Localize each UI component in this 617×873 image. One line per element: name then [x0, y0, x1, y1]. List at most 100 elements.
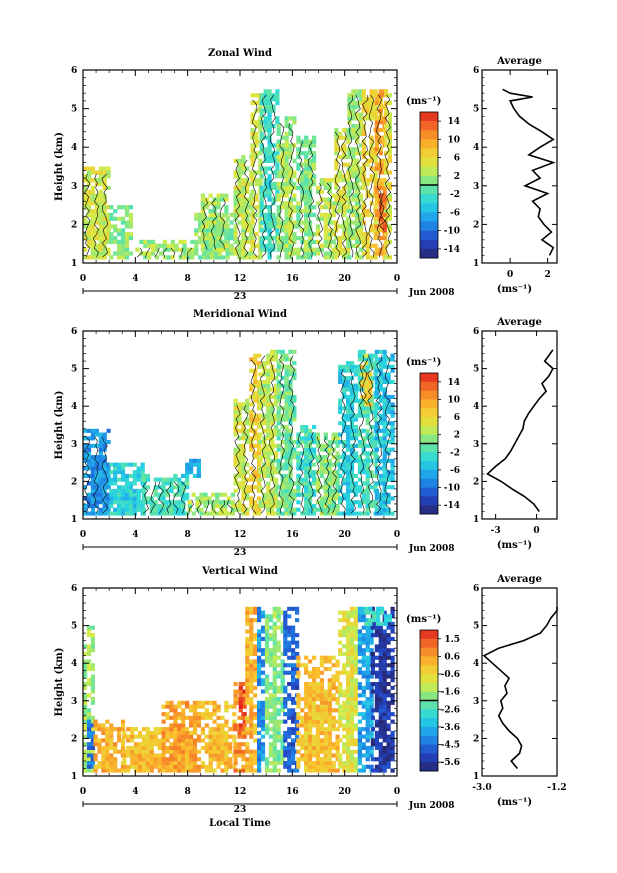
heatmap-cell: [280, 247, 285, 252]
heatmap-cell: [374, 93, 379, 98]
heatmap-cell: [387, 147, 392, 152]
heatmap-cell: [338, 201, 343, 206]
heatmap-cell: [274, 402, 279, 407]
heatmap-cell: [128, 473, 133, 478]
heatmap-cell: [323, 236, 328, 241]
heatmap-cell: [382, 462, 387, 467]
heatmap-cell: [124, 485, 130, 490]
heatmap-cell: [387, 143, 392, 148]
contour-line: [165, 481, 172, 514]
heatmap-cell: [386, 485, 391, 490]
heatmap-cell: [241, 224, 246, 229]
heatmap-cell: [272, 644, 277, 649]
heatmap-cell: [378, 251, 383, 256]
heatmap-cell: [288, 379, 293, 384]
heatmap-cell: [280, 488, 285, 493]
heatmap-cell: [237, 193, 242, 198]
heatmap-cell: [83, 742, 88, 747]
heatmap-cell: [288, 220, 293, 225]
heatmap-cell: [357, 413, 362, 418]
heatmap-cell: [153, 742, 158, 747]
heatmap-cell: [216, 201, 221, 206]
heatmap-cell: [347, 189, 352, 194]
heatmap-cell: [342, 127, 347, 133]
heatmap-cell: [207, 496, 212, 501]
heatmap-cell: [157, 496, 162, 501]
heatmap-cell: [270, 376, 275, 381]
heatmap-cell: [346, 700, 351, 705]
heatmap-cell: [117, 255, 122, 260]
heatmap-cell: [245, 224, 250, 229]
heatmap-cell: [245, 197, 250, 202]
heatmap-cell: [338, 761, 343, 766]
heatmap-cell: [208, 715, 213, 720]
heatmap-cell: [270, 368, 275, 373]
heatmap-cell: [117, 504, 122, 509]
heatmap-cell: [331, 655, 336, 660]
heatmap-cell: [342, 715, 347, 720]
heatmap-cell: [225, 216, 230, 221]
heatmap-cell: [204, 247, 209, 252]
heatmap-cell: [346, 473, 351, 478]
heatmap-cell: [292, 406, 297, 411]
heatmap-cell: [196, 466, 201, 471]
heatmap-cell: [177, 742, 182, 747]
heatmap-cell: [288, 477, 293, 482]
heatmap-cell: [374, 224, 379, 229]
heatmap-cell: [346, 715, 351, 720]
heatmap-cell: [268, 693, 273, 698]
heatmap-cell: [300, 742, 305, 747]
heatmap-cell: [241, 201, 246, 206]
heatmap-cell: [315, 753, 321, 758]
heatmap-cell: [189, 462, 194, 467]
heatmap-cell: [161, 719, 166, 724]
heatmap-cell: [378, 193, 383, 198]
heatmap-cell: [266, 391, 271, 396]
heatmap-cell: [327, 730, 332, 735]
heatmap-cell: [262, 451, 267, 456]
heatmap-cell: [349, 477, 355, 482]
heatmap-cell: [346, 462, 351, 467]
heatmap-cell: [262, 504, 267, 509]
heatmap-cell: [124, 496, 130, 501]
heatmap-cell: [327, 443, 332, 448]
heatmap-cell: [263, 216, 268, 221]
heatmap-cell: [347, 209, 352, 214]
heatmap-cell: [126, 734, 131, 739]
heatmap-cell: [233, 761, 238, 766]
heatmap-cell: [323, 734, 328, 739]
heatmap-cell: [283, 621, 288, 626]
heatmap-cell: [284, 466, 289, 471]
heatmap-cell: [208, 768, 213, 773]
heatmap-cell: [90, 247, 95, 252]
colorbar-tick-label: 2: [454, 431, 460, 441]
heatmap-cell: [368, 394, 373, 399]
heatmap-cell: [267, 174, 272, 179]
heatmap-cell: [276, 458, 281, 463]
heatmap-cell: [237, 458, 242, 463]
heatmap-cell: [120, 723, 126, 728]
heatmap-cell: [161, 481, 166, 486]
heatmap-cell: [149, 500, 154, 505]
contour-line: [259, 355, 267, 514]
heatmap-cell: [196, 473, 201, 478]
heatmap-cell: [249, 689, 254, 694]
heatmap-cell: [300, 428, 305, 433]
heatmap-cell: [106, 428, 111, 433]
heatmap-cell: [342, 220, 347, 225]
heatmap-cell: [291, 674, 296, 679]
heatmap-cell: [327, 708, 332, 713]
heatmap-cell: [145, 500, 150, 505]
heatmap-cell: [331, 228, 336, 233]
heatmap-cell: [342, 189, 347, 194]
heatmap-cell: [274, 470, 279, 475]
heatmap-cell: [264, 640, 270, 645]
heatmap-cell: [288, 127, 293, 133]
heatmap-cell: [224, 704, 229, 709]
heatmap-cell: [181, 745, 186, 750]
heatmap-cell: [346, 488, 351, 493]
heatmap-cell: [165, 715, 170, 720]
heatmap-cell: [386, 357, 391, 362]
heatmap-cell: [331, 492, 336, 497]
contour-line: [101, 436, 108, 514]
